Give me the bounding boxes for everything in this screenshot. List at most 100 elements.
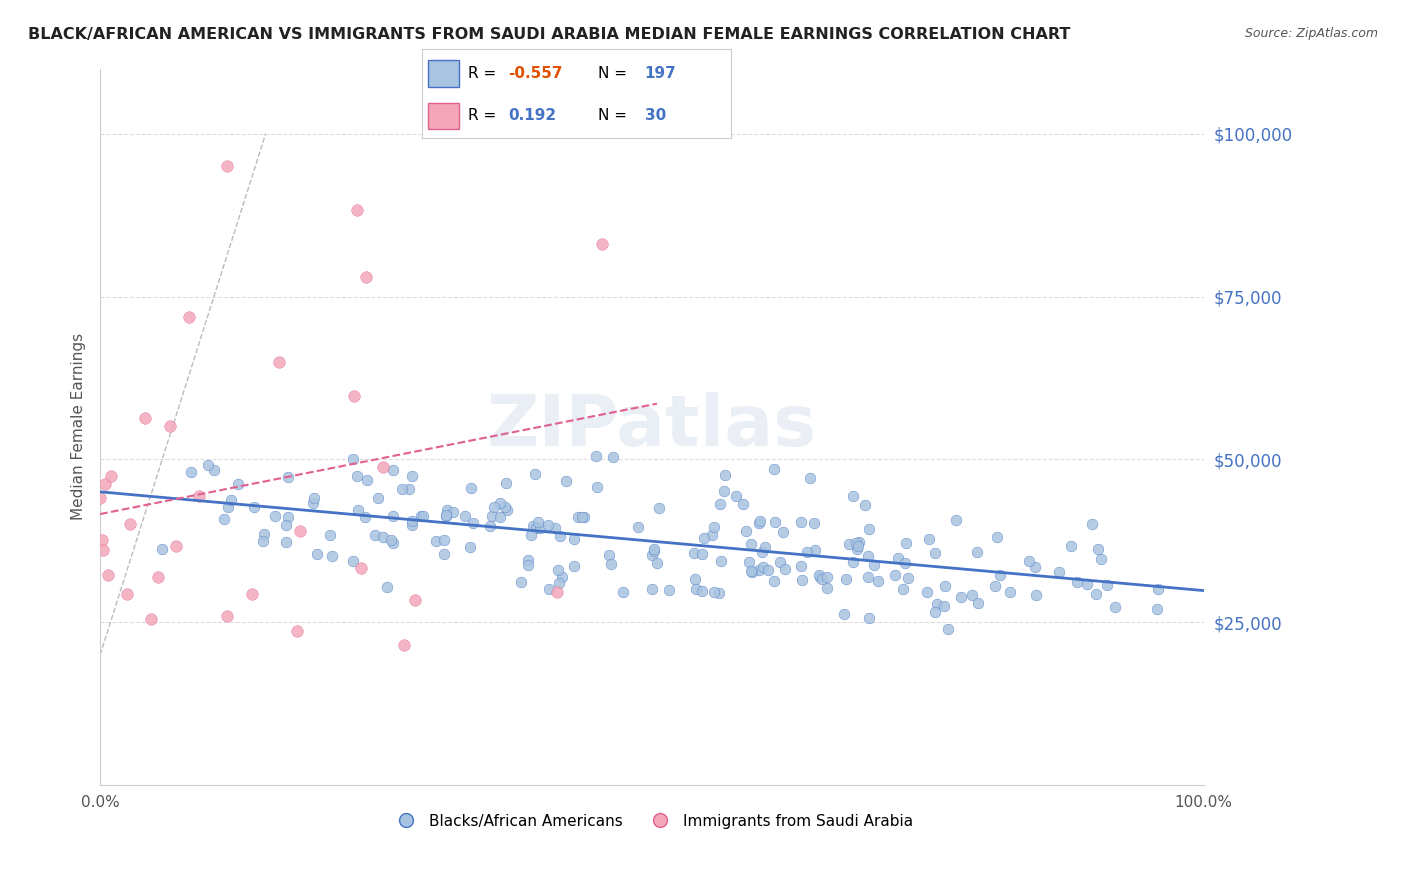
Point <box>212 511 235 525</box>
Point <box>748 563 770 577</box>
Point <box>703 585 725 599</box>
Point <box>371 530 394 544</box>
Point <box>734 524 756 539</box>
Point <box>1024 559 1046 574</box>
Point <box>1085 587 1108 601</box>
Point <box>522 518 544 533</box>
Point <box>887 551 910 566</box>
Point <box>600 558 623 572</box>
Point <box>321 549 343 564</box>
Point <box>523 467 546 482</box>
Point <box>150 541 173 556</box>
Point <box>988 568 1011 582</box>
Point <box>263 509 285 524</box>
Point <box>274 517 297 532</box>
Point <box>1087 542 1109 557</box>
Point <box>896 536 918 550</box>
Point <box>97 567 120 582</box>
Point <box>546 585 568 599</box>
Point <box>586 480 609 494</box>
Point <box>768 555 790 569</box>
Point <box>853 498 876 512</box>
Point <box>404 593 426 607</box>
Point <box>550 529 572 543</box>
Point <box>159 418 181 433</box>
Point <box>343 389 366 403</box>
Point <box>804 543 827 558</box>
Point <box>401 468 423 483</box>
Point <box>433 533 456 548</box>
Point <box>461 516 484 531</box>
Text: 0.192: 0.192 <box>509 109 557 123</box>
Point <box>790 516 813 530</box>
Point <box>277 469 299 483</box>
Point <box>367 491 389 506</box>
Point <box>349 561 371 575</box>
Point <box>612 584 634 599</box>
Point <box>763 515 786 529</box>
Point <box>354 509 377 524</box>
Point <box>709 496 731 510</box>
Point <box>537 582 560 597</box>
Point <box>219 492 242 507</box>
Point <box>346 469 368 483</box>
Point <box>986 530 1008 544</box>
Text: 197: 197 <box>644 66 676 80</box>
Point <box>693 532 716 546</box>
Point <box>380 533 402 547</box>
Text: 30: 30 <box>644 109 666 123</box>
Point <box>90 533 112 547</box>
Point <box>725 489 748 503</box>
Point <box>998 585 1021 599</box>
Point <box>118 517 141 532</box>
Point <box>846 542 869 557</box>
Point <box>703 520 725 534</box>
Y-axis label: Median Female Earnings: Median Female Earnings <box>72 334 86 520</box>
Point <box>710 554 733 568</box>
Point <box>139 612 162 626</box>
Point <box>754 540 776 554</box>
Point <box>180 465 202 479</box>
Point <box>494 500 516 515</box>
Point <box>240 587 263 601</box>
Point <box>342 452 364 467</box>
Point <box>817 581 839 595</box>
Point <box>799 470 821 484</box>
Point <box>392 638 415 652</box>
Point <box>796 544 818 558</box>
Point <box>276 509 298 524</box>
Point <box>401 514 423 528</box>
Point <box>364 528 387 542</box>
Point <box>537 518 560 533</box>
Text: BLACK/AFRICAN AMERICAN VS IMMIGRANTS FROM SAUDI ARABIA MEDIAN FEMALE EARNINGS CO: BLACK/AFRICAN AMERICAN VS IMMIGRANTS FRO… <box>28 27 1070 42</box>
Point <box>748 516 770 530</box>
Point <box>690 547 713 561</box>
Point <box>529 520 551 534</box>
Point <box>91 543 114 558</box>
Point <box>790 573 813 587</box>
Text: Source: ZipAtlas.com: Source: ZipAtlas.com <box>1244 27 1378 40</box>
Point <box>436 503 458 517</box>
Point <box>893 556 915 570</box>
Point <box>305 547 328 561</box>
Point <box>645 557 668 571</box>
Point <box>960 588 983 602</box>
Point <box>858 611 880 625</box>
Point <box>572 510 595 524</box>
Point <box>685 582 707 596</box>
Point <box>868 574 890 588</box>
Point <box>1146 582 1168 596</box>
Point <box>562 559 585 574</box>
Point <box>454 508 477 523</box>
Point <box>808 570 831 584</box>
Point <box>848 534 870 549</box>
Point <box>591 237 613 252</box>
Point <box>832 607 855 622</box>
Point <box>1081 516 1104 531</box>
Text: R =: R = <box>468 66 502 80</box>
Point <box>1060 539 1083 553</box>
Point <box>856 549 879 564</box>
Point <box>1095 578 1118 592</box>
Point <box>803 516 825 530</box>
Point <box>382 536 405 550</box>
